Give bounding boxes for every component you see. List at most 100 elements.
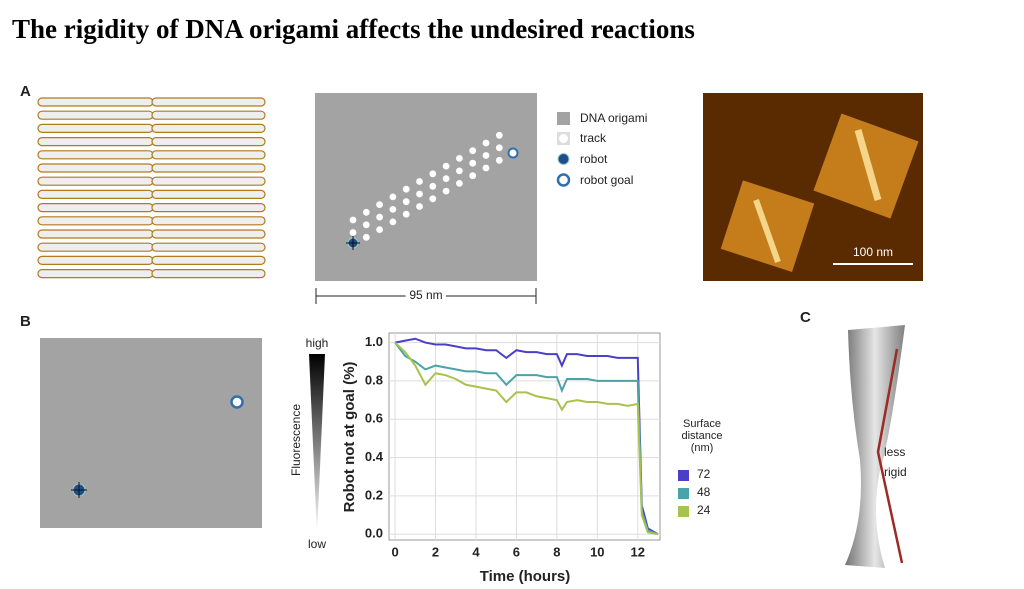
series-line [394,337,659,536]
origami-strand [37,242,154,252]
x-tick-label: 12 [631,544,645,559]
legend-title-box: Surface distance (nm) [682,418,723,454]
origami-strand [151,176,266,186]
origami-strand [151,242,266,252]
origami-square [315,93,537,281]
track-dot [456,167,463,175]
legend-label: track [580,131,607,145]
legend-swatch [678,470,689,481]
track-dot [402,185,410,193]
origami-strand [151,269,266,279]
legend-label: 24 [697,503,711,517]
origami-strand [37,163,154,173]
origami-strand [37,137,154,147]
afm-scale-label: 100 nm [853,245,893,259]
track-dot [349,229,357,236]
track-dot [376,226,383,234]
track-dot [362,221,370,229]
track-dot [482,152,490,159]
y-tick-label: 0.8 [365,372,383,387]
rigidity-marker [876,348,904,564]
legend-label: robot [580,152,608,166]
y-axis-label: Robot not at goal (%) [341,362,358,513]
track-dot [389,193,397,201]
track-dot [429,195,437,203]
origami-strand [151,123,266,134]
origami-strand [37,150,154,160]
origami-square [40,338,262,528]
track-dot [469,147,477,155]
y-tick-label: 0.2 [365,487,383,502]
origami-strand [37,110,154,120]
track-dot [442,162,450,170]
origami-diagram [37,97,266,279]
title: The rigidity of DNA origami affects the … [12,14,695,44]
x-tick-label: 10 [590,544,604,559]
origami-strand [151,216,266,226]
origami-strand [37,123,154,134]
track-dot [389,218,397,226]
track-dot [416,203,423,210]
track-dot [389,206,397,213]
origami-strand [37,216,154,226]
track-dot [416,190,423,198]
fluorescence-scale [309,354,325,535]
origami-strand [37,97,154,107]
track-dot [456,180,463,187]
scale-label: 95 nm [409,288,442,302]
track-dot [495,144,503,152]
series-line [394,341,659,536]
legend-swatch [557,112,570,125]
series-line [394,341,659,536]
legend-swatch [557,153,570,165]
x-tick-label: 6 [513,544,520,559]
plot-area [388,332,661,541]
fluorescence-label: Fluorescence [289,404,303,476]
x-tick-label: 4 [472,544,480,559]
track-dot [482,139,490,147]
robot-goal [507,147,519,159]
origami-strand [151,255,266,265]
panel-label: C [800,309,811,326]
track-dot [402,198,410,206]
track-dot [402,210,410,218]
track-dot [376,213,383,221]
track-dot [362,208,370,216]
robot-goal [230,395,244,409]
track [346,131,519,250]
track-dot [442,175,450,183]
origami-strand [151,137,266,147]
origami-strand [37,255,154,265]
panel-label: B [20,313,31,330]
afm-track [753,198,781,264]
x-tick-label: 8 [553,544,560,559]
track-dot [442,187,450,195]
afm-track [854,129,882,201]
track-dot [469,159,477,167]
track-dot [469,172,477,180]
origami-strand [151,203,266,213]
track-dot [495,156,503,164]
rigidity-label: less rigid [884,445,907,479]
origami-strand [151,110,266,120]
y-tick-label: 0.6 [365,411,383,426]
legend-label: 72 [697,467,711,481]
panel-label: A [20,83,31,100]
x-axis-label: Time (hours) [480,568,571,585]
origami-strand [151,97,266,107]
origami-strand [151,163,266,173]
track-dot [495,131,503,139]
y-tick-label: 0.0 [365,526,383,541]
origami-strand [37,229,154,239]
track-dot [429,182,437,190]
x-tick-label: 2 [432,544,439,559]
track-dot [362,233,370,241]
track-dot [429,170,437,178]
rigidity-label-box: less rigid [884,445,907,479]
origami-strand [151,150,266,160]
origami-strand [37,203,154,213]
track-dot [482,164,490,172]
legend-swatch [678,488,689,499]
